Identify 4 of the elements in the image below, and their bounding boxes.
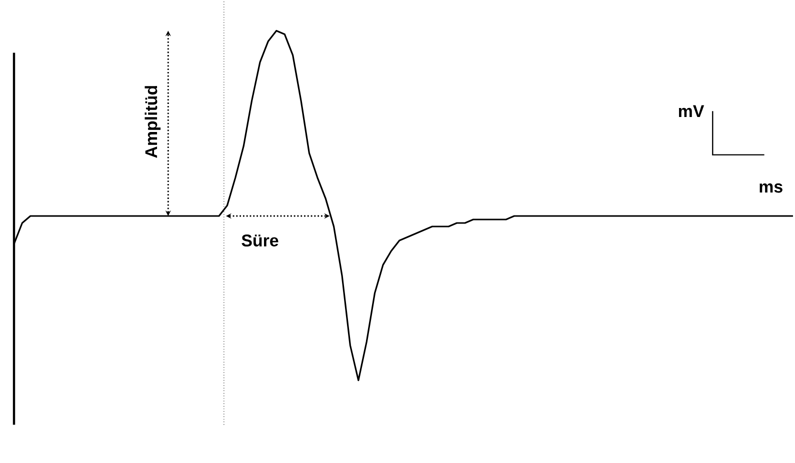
annotation: Süre: [242, 234, 278, 247]
annotation: ms: [760, 184, 782, 193]
annotation: mV: [678, 105, 704, 118]
annotation: Amplitüd: [144, 86, 161, 158]
